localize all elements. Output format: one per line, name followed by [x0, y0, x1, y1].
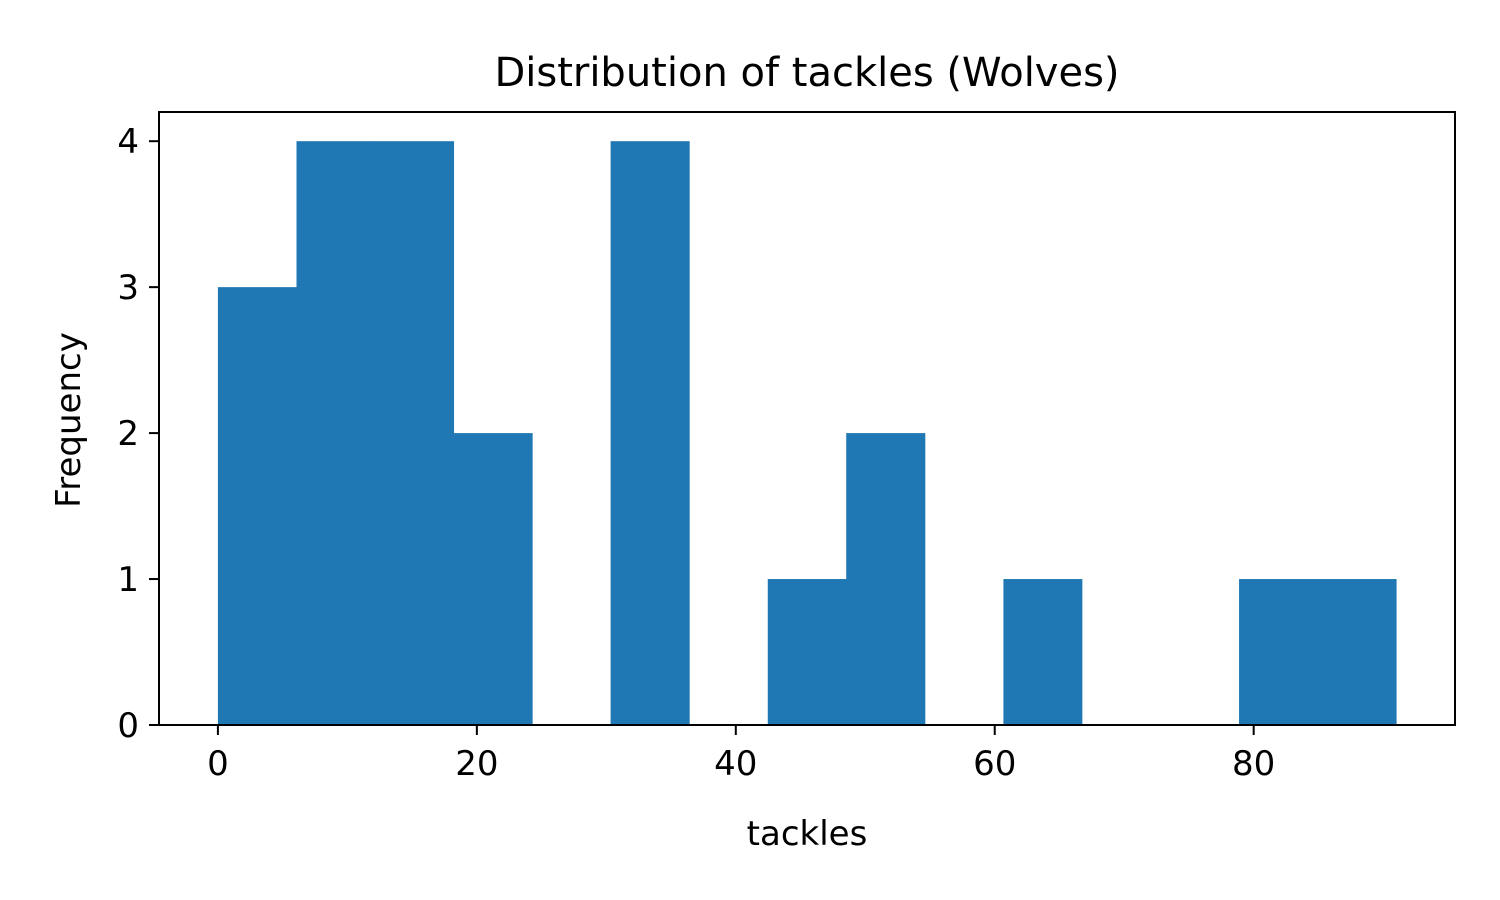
- x-tick-label: 80: [1232, 744, 1275, 784]
- x-axis-ticks: 0 20 40 60 80: [207, 725, 1275, 784]
- y-tick-label: 4: [117, 122, 139, 162]
- x-tick-label: 60: [973, 744, 1016, 784]
- y-tick-label: 3: [117, 268, 139, 308]
- histogram-bar: [767, 579, 847, 725]
- histogram-bar: [610, 141, 690, 725]
- x-axis-label: tackles: [747, 814, 868, 854]
- y-axis-ticks: 0 1 2 3 4: [117, 122, 159, 746]
- x-tick-label: 20: [455, 744, 498, 784]
- histogram-bar: [846, 433, 926, 725]
- histogram-bar: [1003, 579, 1083, 725]
- histogram-bar: [1239, 579, 1319, 725]
- y-axis-label: Frequency: [49, 332, 89, 508]
- histogram-bar: [1317, 579, 1397, 725]
- y-tick-label: 0: [117, 706, 139, 746]
- y-tick-label: 1: [117, 560, 139, 600]
- x-tick-label: 40: [714, 744, 757, 784]
- histogram-bar: [453, 433, 533, 725]
- bars-group: [217, 141, 1397, 725]
- histogram-bar: [217, 287, 297, 725]
- histogram-bar: [296, 141, 376, 725]
- plot-frame: [158, 111, 1456, 726]
- y-tick-label: 2: [117, 414, 139, 454]
- x-tick-label: 0: [207, 744, 229, 784]
- chart-title: Distribution of tackles (Wolves): [494, 50, 1119, 96]
- histogram-bar: [374, 141, 455, 725]
